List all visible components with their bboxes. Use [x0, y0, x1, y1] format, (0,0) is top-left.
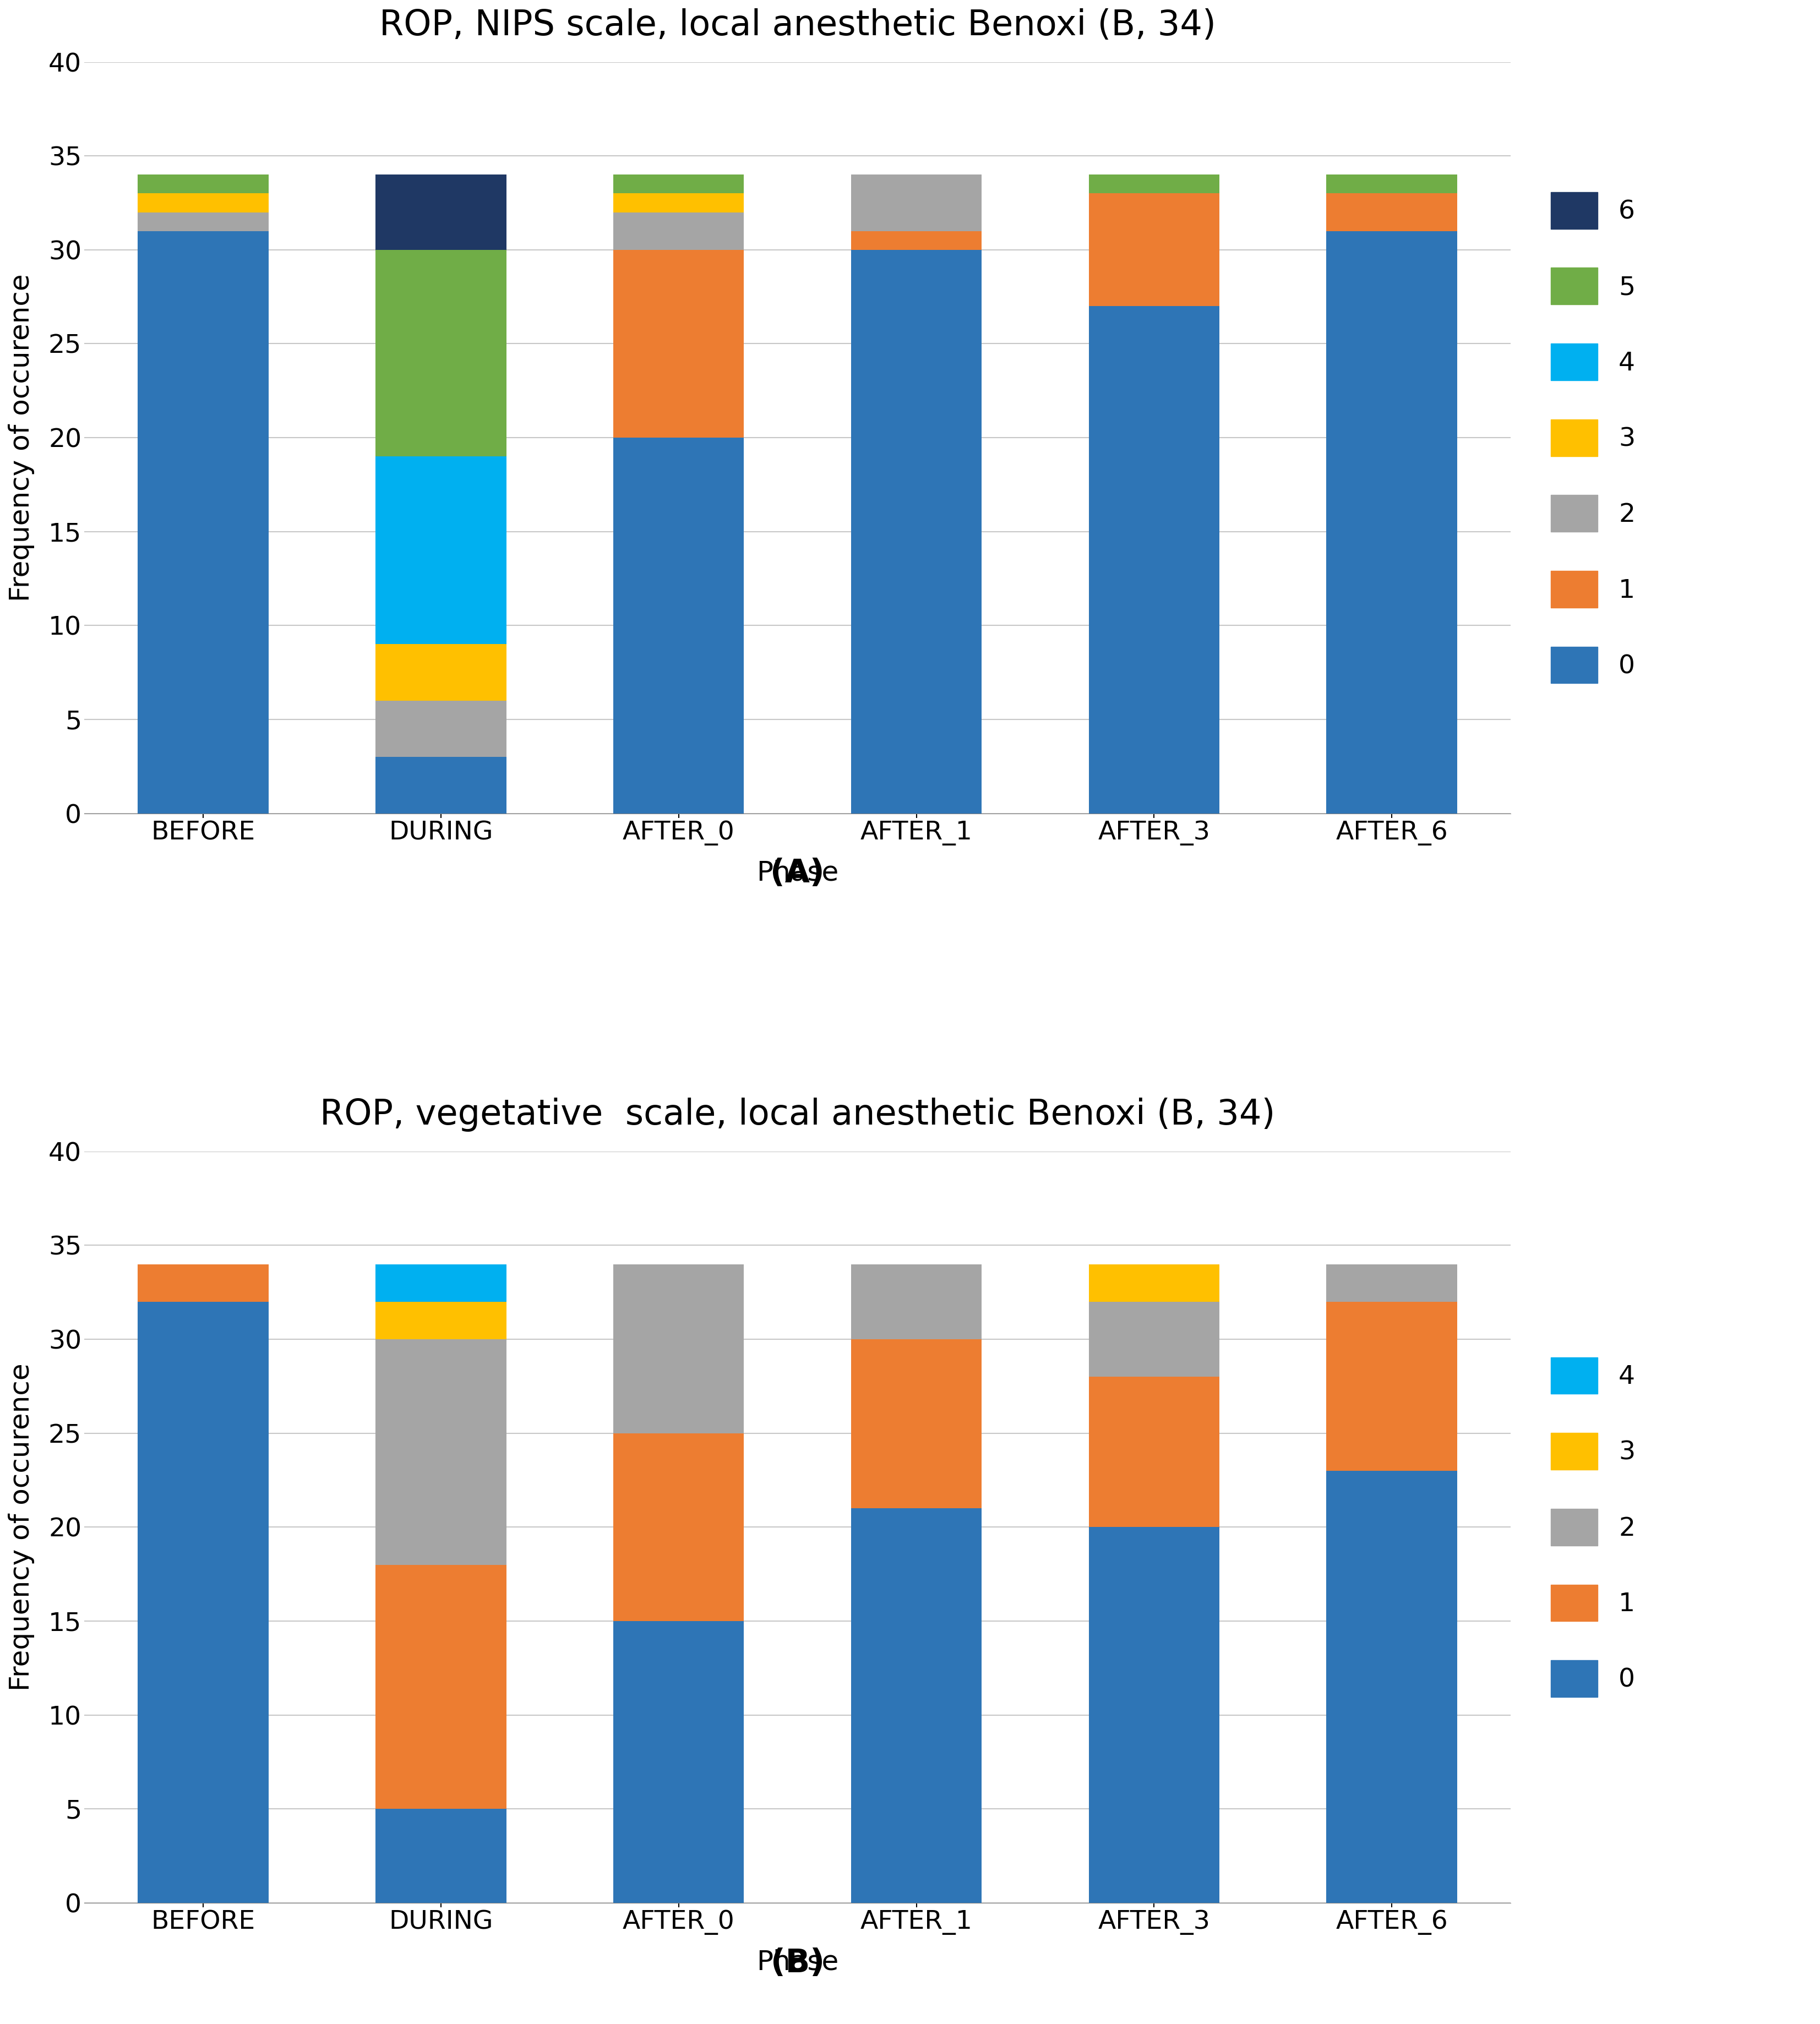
- Bar: [375, 700, 506, 757]
- X-axis label: Phase: Phase: [757, 1949, 839, 1975]
- Bar: [1088, 306, 1219, 814]
- Bar: [613, 194, 744, 213]
- Bar: [1327, 1471, 1458, 1903]
- Bar: [138, 231, 269, 814]
- Bar: [375, 1340, 506, 1565]
- Bar: [375, 644, 506, 700]
- Bar: [375, 1809, 506, 1903]
- Bar: [613, 249, 744, 437]
- Title: ROP, NIPS scale, local anesthetic Benoxi (B, 34): ROP, NIPS scale, local anesthetic Benoxi…: [379, 8, 1216, 43]
- Bar: [613, 213, 744, 249]
- Bar: [1327, 231, 1458, 814]
- Y-axis label: Frequency of occurence: Frequency of occurence: [9, 1364, 35, 1690]
- Bar: [852, 1508, 981, 1903]
- Bar: [852, 249, 981, 814]
- Legend: 6, 5, 4, 3, 2, 1, 0: 6, 5, 4, 3, 2, 1, 0: [1538, 178, 1649, 696]
- Bar: [138, 174, 269, 194]
- Bar: [375, 249, 506, 457]
- Y-axis label: Frequency of occurence: Frequency of occurence: [9, 273, 35, 601]
- Bar: [1088, 1265, 1219, 1301]
- Title: ROP, vegetative  scale, local anesthetic Benoxi (B, 34): ROP, vegetative scale, local anesthetic …: [320, 1097, 1276, 1131]
- Bar: [613, 1621, 744, 1903]
- Bar: [613, 1433, 744, 1621]
- Bar: [375, 1565, 506, 1809]
- Bar: [1088, 174, 1219, 194]
- Bar: [1088, 194, 1219, 306]
- Bar: [613, 174, 744, 194]
- Bar: [1088, 1526, 1219, 1903]
- Bar: [375, 1265, 506, 1301]
- Bar: [1327, 1301, 1458, 1471]
- Bar: [138, 1265, 269, 1301]
- Bar: [138, 213, 269, 231]
- Text: (A): (A): [770, 858, 824, 889]
- Bar: [1327, 174, 1458, 194]
- Bar: [852, 231, 981, 249]
- Bar: [1327, 194, 1458, 231]
- Bar: [852, 174, 981, 231]
- Text: (B): (B): [770, 1947, 824, 1979]
- Bar: [852, 1265, 981, 1340]
- Bar: [375, 174, 506, 249]
- Bar: [375, 457, 506, 644]
- Bar: [138, 1301, 269, 1903]
- Bar: [1088, 1376, 1219, 1526]
- Legend: 4, 3, 2, 1, 0: 4, 3, 2, 1, 0: [1538, 1344, 1649, 1710]
- Bar: [138, 194, 269, 213]
- Bar: [1327, 1265, 1458, 1301]
- Bar: [613, 437, 744, 814]
- Bar: [375, 757, 506, 814]
- Bar: [375, 1301, 506, 1340]
- Bar: [1088, 1301, 1219, 1376]
- X-axis label: Phase: Phase: [757, 860, 839, 887]
- Bar: [613, 1265, 744, 1433]
- Bar: [852, 1340, 981, 1508]
